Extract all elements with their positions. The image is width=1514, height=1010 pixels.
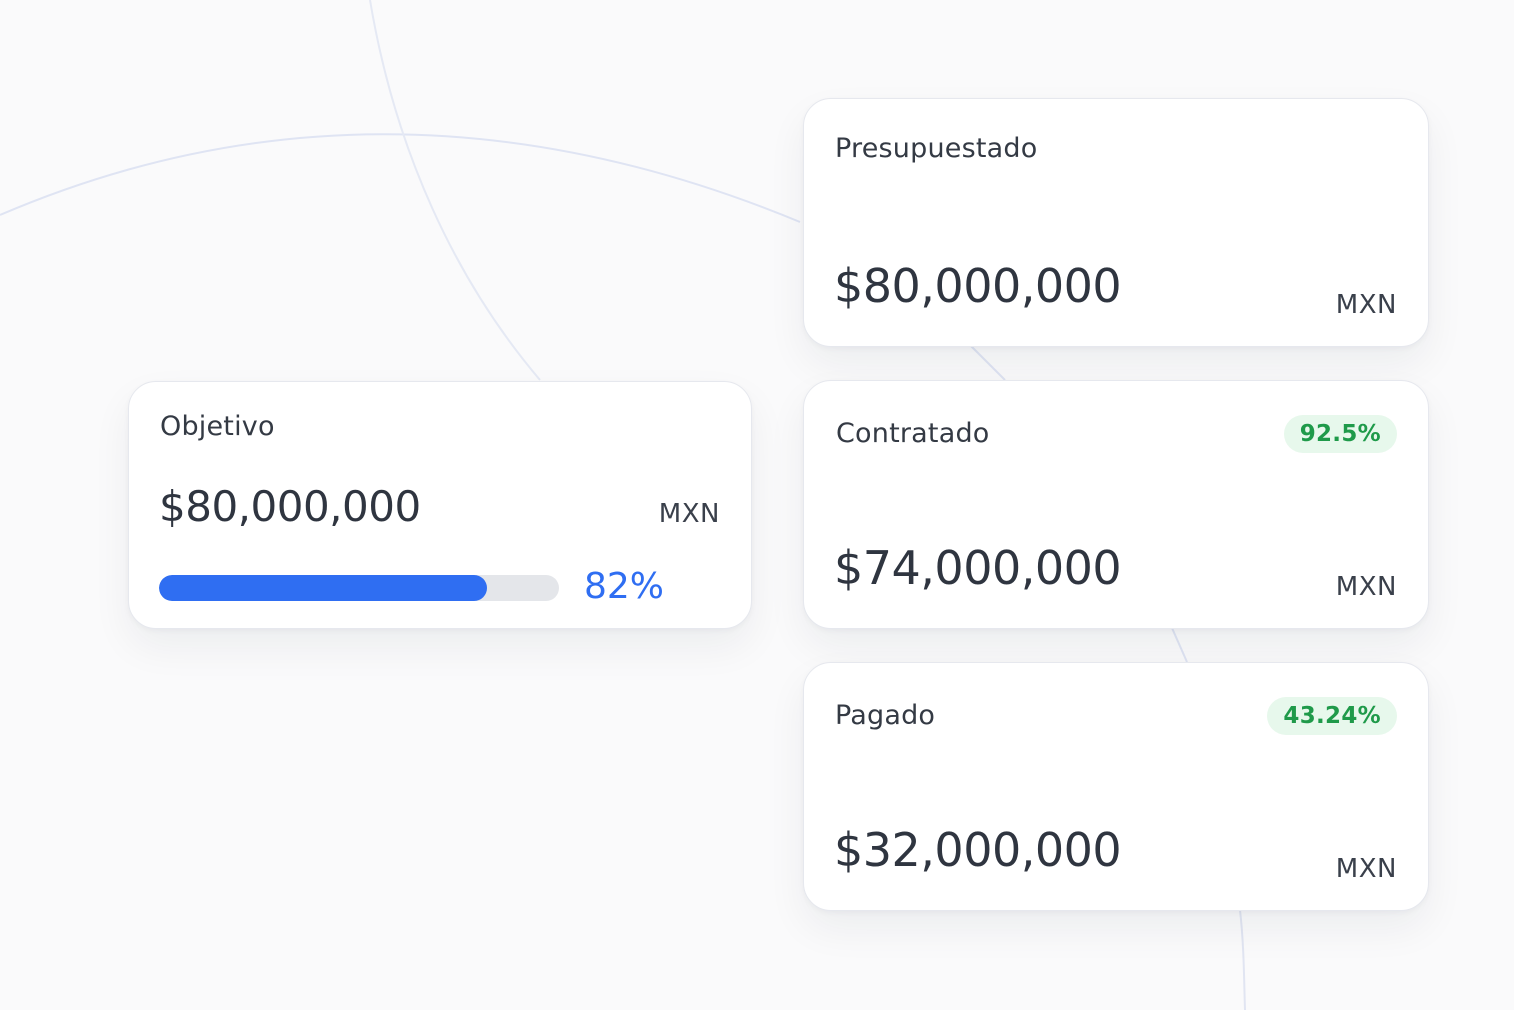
contratado-amount: $74,000,000	[834, 541, 1122, 595]
pagado-card: Pagado 43.24% $32,000,000 MXN	[803, 662, 1429, 911]
pagado-title: Pagado	[835, 700, 936, 731]
pagado-currency: MXN	[1335, 854, 1397, 884]
presupuestado-currency: MXN	[1335, 290, 1397, 320]
contratado-percent-badge: 92.5%	[1283, 415, 1397, 453]
objetivo-progress-fill	[159, 575, 487, 601]
objetivo-currency: MXN	[658, 499, 720, 529]
objetivo-progress-bar	[159, 575, 559, 601]
objetivo-card: Objetivo $80,000,000 MXN 82%	[128, 381, 752, 629]
presupuestado-card: Presupuestado $80,000,000 MXN	[803, 98, 1429, 347]
objetivo-title: Objetivo	[160, 411, 275, 442]
objetivo-amount: $80,000,000	[159, 482, 421, 531]
pagado-amount: $32,000,000	[834, 823, 1122, 877]
presupuestado-amount: $80,000,000	[834, 259, 1122, 313]
contratado-currency: MXN	[1335, 572, 1397, 602]
contratado-title: Contratado	[836, 418, 990, 449]
contratado-card: Contratado 92.5% $74,000,000 MXN	[803, 380, 1429, 629]
objetivo-progress-percent: 82%	[584, 566, 665, 607]
pagado-percent-badge: 43.24%	[1267, 697, 1397, 735]
presupuestado-title: Presupuestado	[835, 133, 1038, 164]
